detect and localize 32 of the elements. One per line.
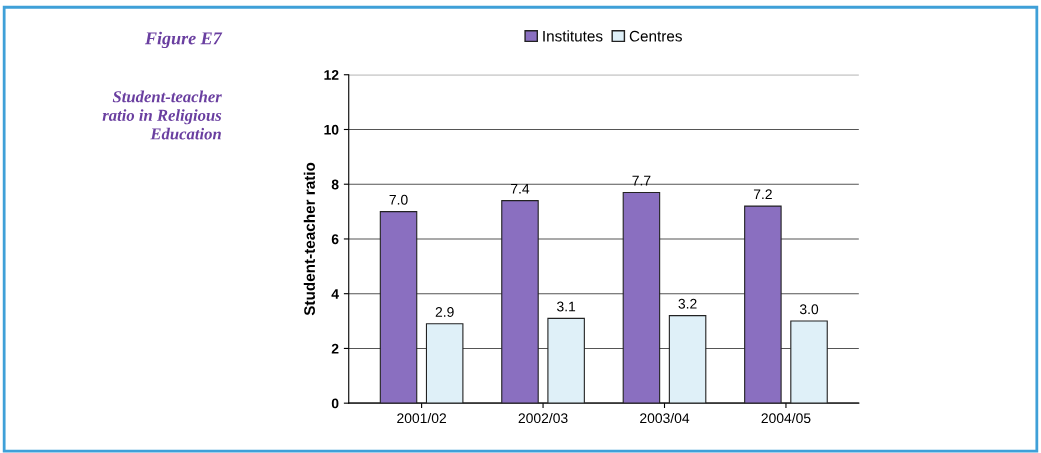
data-label: 7.0 <box>389 194 408 205</box>
data-label: 3.0 <box>799 304 819 315</box>
bar <box>425 323 464 404</box>
y-axis-title: Student-teacher ratio <box>303 162 315 316</box>
bar <box>790 320 828 404</box>
data-label: 7.4 <box>511 184 530 194</box>
x-tick-label: 2001/02 <box>397 412 447 424</box>
data-label: 3.2 <box>678 298 697 309</box>
bar <box>622 191 661 404</box>
y-tick-label: 6 <box>331 234 339 245</box>
y-tick-label: 4 <box>331 289 339 299</box>
bar <box>379 211 418 404</box>
text: Student-teacher ratio in Religious Education <box>102 90 222 140</box>
y-tick-label: 0 <box>331 398 339 409</box>
data-label: 2.9 <box>435 307 454 317</box>
data-label: 7.7 <box>632 175 651 186</box>
y-tick-label: 10 <box>324 124 339 135</box>
bar <box>501 200 539 404</box>
x-tick-label: 2002/03 <box>518 412 568 424</box>
data-label: 3.1 <box>557 301 576 312</box>
bar <box>547 317 585 404</box>
x-tick-label: 2003/04 <box>640 412 690 424</box>
y-tick-label: 8 <box>331 179 339 190</box>
text: Figure E7 <box>144 31 223 49</box>
data-label: 7.2 <box>753 189 772 200</box>
bar <box>668 315 707 404</box>
x-tick-label: 2004/05 <box>761 412 811 424</box>
legend-label: Centres <box>629 30 682 42</box>
bar <box>744 205 782 404</box>
y-tick-label: 2 <box>331 343 339 354</box>
legend-label: Institutes <box>543 30 603 42</box>
y-tick-label: 12 <box>324 70 339 80</box>
